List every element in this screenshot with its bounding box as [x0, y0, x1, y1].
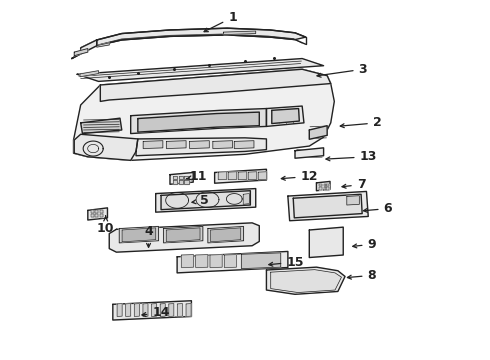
- Polygon shape: [243, 194, 249, 204]
- Polygon shape: [215, 169, 267, 183]
- Text: 10: 10: [97, 216, 115, 235]
- Polygon shape: [288, 192, 368, 221]
- Polygon shape: [295, 148, 323, 158]
- Polygon shape: [77, 59, 323, 81]
- Polygon shape: [113, 301, 192, 320]
- Polygon shape: [122, 228, 156, 242]
- Polygon shape: [267, 106, 304, 126]
- Polygon shape: [347, 196, 359, 205]
- Text: 15: 15: [269, 256, 304, 269]
- Text: 12: 12: [281, 170, 318, 183]
- Polygon shape: [72, 40, 97, 59]
- Polygon shape: [100, 210, 103, 213]
- Polygon shape: [134, 303, 139, 316]
- Text: 14: 14: [142, 306, 170, 319]
- Polygon shape: [309, 126, 327, 139]
- Polygon shape: [143, 141, 163, 149]
- Polygon shape: [184, 176, 189, 179]
- Polygon shape: [319, 187, 322, 190]
- Polygon shape: [95, 210, 98, 213]
- Polygon shape: [88, 208, 107, 220]
- Polygon shape: [186, 303, 191, 316]
- Polygon shape: [167, 228, 200, 242]
- Text: 4: 4: [144, 225, 153, 247]
- Polygon shape: [242, 253, 281, 269]
- Polygon shape: [138, 112, 259, 132]
- Polygon shape: [80, 71, 98, 77]
- Polygon shape: [143, 303, 148, 316]
- Text: 3: 3: [317, 63, 367, 77]
- Text: 1: 1: [204, 11, 237, 32]
- Text: 7: 7: [342, 178, 366, 191]
- Text: 6: 6: [364, 202, 392, 215]
- Polygon shape: [91, 214, 94, 217]
- Text: 13: 13: [326, 150, 377, 163]
- Polygon shape: [81, 118, 122, 134]
- Polygon shape: [97, 28, 306, 46]
- Polygon shape: [224, 255, 237, 267]
- Polygon shape: [223, 31, 256, 35]
- Polygon shape: [234, 141, 254, 149]
- Polygon shape: [74, 69, 334, 160]
- Polygon shape: [156, 189, 256, 212]
- Polygon shape: [270, 270, 342, 293]
- Polygon shape: [326, 187, 329, 190]
- Polygon shape: [131, 109, 267, 134]
- Polygon shape: [190, 141, 209, 149]
- Polygon shape: [293, 194, 362, 218]
- Polygon shape: [109, 223, 259, 252]
- Polygon shape: [164, 226, 203, 243]
- Polygon shape: [323, 184, 326, 186]
- Polygon shape: [173, 176, 177, 179]
- Polygon shape: [272, 109, 299, 123]
- Polygon shape: [323, 187, 326, 190]
- Polygon shape: [309, 227, 343, 257]
- Text: 5: 5: [192, 194, 208, 207]
- Polygon shape: [181, 255, 194, 267]
- Polygon shape: [117, 303, 122, 316]
- Polygon shape: [177, 251, 288, 273]
- Polygon shape: [213, 141, 232, 149]
- Polygon shape: [267, 267, 345, 294]
- Polygon shape: [74, 49, 88, 56]
- Polygon shape: [317, 181, 330, 191]
- Polygon shape: [184, 180, 189, 184]
- Polygon shape: [126, 303, 131, 316]
- Polygon shape: [228, 172, 237, 180]
- Polygon shape: [97, 43, 109, 47]
- Polygon shape: [74, 134, 138, 160]
- Polygon shape: [173, 180, 177, 184]
- Polygon shape: [100, 214, 103, 217]
- Polygon shape: [136, 138, 267, 156]
- Polygon shape: [208, 226, 244, 243]
- Polygon shape: [169, 303, 174, 316]
- Polygon shape: [178, 176, 183, 179]
- Text: 2: 2: [340, 116, 382, 129]
- Polygon shape: [177, 303, 182, 316]
- Polygon shape: [151, 303, 157, 316]
- Polygon shape: [319, 184, 322, 186]
- Polygon shape: [196, 255, 208, 267]
- Polygon shape: [218, 172, 227, 180]
- Polygon shape: [258, 172, 267, 180]
- Polygon shape: [100, 69, 331, 102]
- Polygon shape: [238, 172, 247, 180]
- Polygon shape: [178, 180, 183, 184]
- Text: 9: 9: [353, 238, 376, 251]
- Polygon shape: [167, 141, 186, 149]
- Text: 8: 8: [347, 269, 376, 282]
- Polygon shape: [211, 228, 241, 242]
- Polygon shape: [170, 172, 193, 184]
- Polygon shape: [91, 210, 94, 213]
- Polygon shape: [248, 172, 257, 180]
- Polygon shape: [210, 255, 222, 267]
- Polygon shape: [160, 303, 165, 316]
- Polygon shape: [326, 184, 329, 186]
- Polygon shape: [161, 191, 250, 210]
- Polygon shape: [95, 214, 98, 217]
- Polygon shape: [119, 226, 159, 243]
- Text: 11: 11: [187, 170, 207, 183]
